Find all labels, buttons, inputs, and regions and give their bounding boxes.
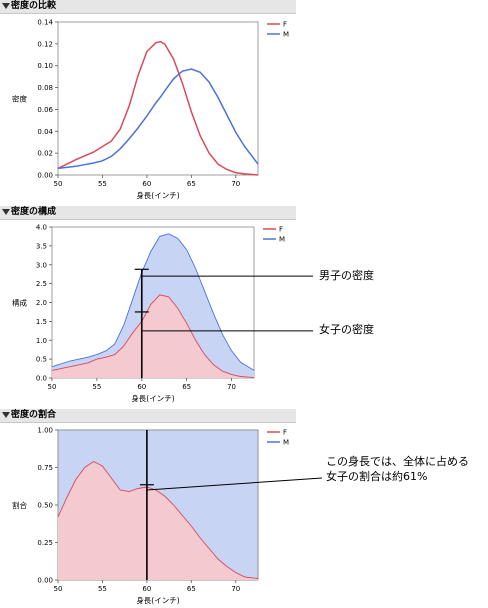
y-tick-label: 0.06 [37,106,53,114]
x-tick-label: 65 [187,180,196,188]
plot-frame [57,21,259,176]
x-tick-label: 60 [142,180,151,188]
panel-title: 密度の比較 [11,1,57,11]
panel-title: 密度の構成 [11,207,57,217]
x-tick-label: 55 [98,585,107,593]
y-tick-label: 2.5 [36,280,47,288]
y-tick-label: 0.0 [36,375,47,383]
y-tick-label: 0.08 [37,84,53,92]
area-female [58,461,258,580]
y-tick-label: 0.04 [37,128,53,136]
panel-header-density-comparison[interactable]: 密度の比較 [0,0,296,14]
panel-header-density-composition[interactable]: 密度の構成 [0,206,296,220]
x-axis-label: 身長(インチ) [136,190,179,200]
y-tick-label: 0.75 [37,464,53,472]
series-line-m [57,68,259,170]
x-axis-label: 身長(インチ) [131,393,174,403]
annotation-female-density: 女子の密度 [319,323,374,336]
leader-line-proportion [146,477,323,491]
legend-label-f: F [283,429,287,437]
y-tick-label: 0.14 [37,19,53,27]
x-axis-label: 身長(インチ) [136,595,179,605]
legend-label-f: F [279,226,283,234]
x-tick-label: 55 [92,383,101,391]
y-tick-label: 2.0 [36,299,47,307]
series-line-m [51,233,255,371]
x-tick-label: 60 [142,585,151,593]
x-tick-label: 70 [231,585,240,593]
series-line-f [51,294,255,379]
y-tick-label: 0.5 [36,356,47,364]
x-tick-label: 70 [231,180,240,188]
panel-title: 密度の割合 [11,410,57,420]
annotation-proportion-line1: この身長では、全体に占める [326,455,469,468]
x-tick-label: 50 [54,180,63,188]
y-tick-label: 0.00 [37,577,53,585]
y-axis-label: 割合 [12,500,27,510]
panel-header-density-proportion[interactable]: 密度の割合 [0,409,296,423]
y-tick-label: 0.10 [37,62,53,70]
disclosure-triangle-icon[interactable] [2,209,10,215]
x-tick-label: 60 [137,383,146,391]
series-line-f [57,460,259,579]
y-tick-label: 3.5 [36,242,47,250]
y-tick-label: 3.0 [36,261,47,269]
y-tick-label: 0.00 [37,172,53,180]
y-axis-label: 構成 [12,298,27,308]
legend-label-m: M [283,31,289,39]
x-tick-label: 65 [187,585,196,593]
disclosure-triangle-icon[interactable] [2,412,10,418]
x-tick-label: 70 [227,383,236,391]
y-tick-label: 1.5 [36,318,47,326]
series-line-f [57,40,259,176]
y-axis-label: 密度 [12,94,27,104]
y-tick-label: 0.25 [37,539,53,547]
legend-label-f: F [283,21,287,29]
x-tick-label: 50 [48,383,57,391]
y-tick-label: 0.02 [37,150,53,158]
annotation-male-density: 男子の密度 [319,269,374,282]
disclosure-triangle-icon[interactable] [2,3,10,9]
y-tick-label: 4.0 [36,224,47,232]
y-tick-label: 1.00 [37,427,53,435]
legend-label-m: M [283,439,289,447]
y-tick-label: 1.0 [36,337,47,345]
annotation-proportion-line2: 女子の割合は約61% [326,470,428,483]
legend-label-m: M [279,236,285,244]
y-tick-label: 0.50 [37,502,53,510]
y-tick-label: 0.12 [37,40,53,48]
x-tick-label: 65 [182,383,191,391]
x-tick-label: 50 [54,585,63,593]
x-tick-label: 55 [98,180,107,188]
area-female [52,294,254,378]
